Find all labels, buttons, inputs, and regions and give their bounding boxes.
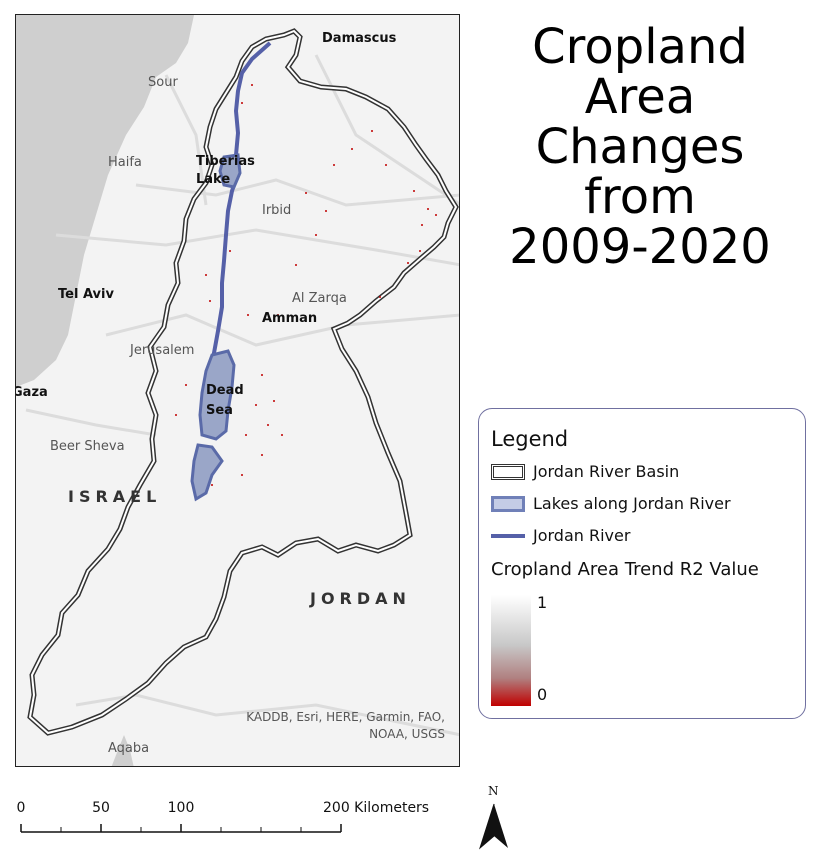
label-tel-aviv: Tel Aviv	[58, 287, 114, 302]
map-frame[interactable]: Damascus Sour Haifa Tiberias Lake Irbid …	[15, 14, 460, 767]
lake-swatch	[491, 495, 525, 512]
label-al-zarqa: Al Zarqa	[292, 291, 347, 306]
title-line: 2009-2020	[509, 219, 771, 275]
legend-lakes-label: Lakes along Jordan River	[533, 494, 731, 513]
scale-bar: 0 50 100 200 Kilometers	[15, 796, 429, 846]
legend-panel: Legend Jordan River Basin Lakes along Jo…	[478, 408, 806, 719]
label-israel: ISRAEL	[68, 487, 162, 506]
cropland-trend-points	[175, 84, 437, 486]
north-label: N	[488, 784, 499, 798]
label-gaza: Gaza	[15, 385, 48, 400]
label-amman: Amman	[262, 311, 318, 326]
dead-sea-lake	[198, 349, 236, 441]
title-line: Area	[584, 69, 696, 125]
river-line-swatch	[491, 533, 525, 538]
tiberias-lake	[218, 153, 242, 189]
label-haifa: Haifa	[108, 155, 142, 170]
north-arrow-icon	[478, 803, 508, 850]
scale-label-200: 200 Kilometers	[323, 800, 430, 816]
label-jordan: JORDAN	[310, 589, 411, 608]
map-canvas[interactable]	[16, 15, 460, 767]
scale-label-100: 100	[167, 800, 195, 816]
ramp-high-label: 1	[537, 593, 548, 612]
dead-sea-south-lake	[190, 443, 224, 502]
label-tiberias-lake: Tiberias Lake	[196, 154, 255, 187]
ramp-low-label: 0	[537, 685, 548, 704]
basin-outline-swatch	[491, 463, 525, 480]
label-irbid: Irbid	[262, 203, 292, 218]
map-title: Cropland Area Changes from 2009-2020	[490, 22, 790, 272]
background-boundaries	[25, 54, 459, 737]
legend-river-label: Jordan River	[533, 526, 631, 545]
title-line: Cropland	[532, 19, 748, 75]
north-arrow: N	[478, 784, 510, 854]
title-line: Changes	[535, 119, 745, 175]
legend-item-basin: Jordan River Basin	[491, 461, 679, 481]
label-beer-sheva: Beer Sheva	[50, 439, 125, 454]
legend-ramp-title: Cropland Area Trend R2 Value	[491, 559, 759, 580]
legend-basin-label: Jordan River Basin	[533, 462, 680, 481]
label-damascus: Damascus	[322, 31, 397, 46]
scale-label-0: 0	[16, 800, 26, 816]
title-line: from	[584, 169, 696, 225]
attribution-text: KADDB, Esri, HERE, Garmin, FAO, NOAA, US…	[246, 710, 445, 741]
legend-heading: Legend	[491, 427, 569, 451]
legend-item-lakes: Lakes along Jordan River	[491, 493, 731, 513]
label-sour: Sour	[148, 75, 178, 90]
jordan-river-basin	[27, 28, 459, 736]
label-aqaba: Aqaba	[108, 741, 150, 756]
label-jerusalem: Jerusalem	[130, 343, 195, 358]
scale-label-50: 50	[92, 800, 110, 816]
r2-color-ramp	[491, 595, 531, 706]
scale-bar-graphic	[20, 824, 342, 833]
legend-item-river: Jordan River	[491, 525, 630, 545]
jordan-river	[210, 41, 272, 374]
mediterranean-sea	[16, 15, 194, 387]
gulf-of-aqaba	[111, 735, 134, 766]
label-dead-sea: Dead Sea	[206, 383, 244, 418]
